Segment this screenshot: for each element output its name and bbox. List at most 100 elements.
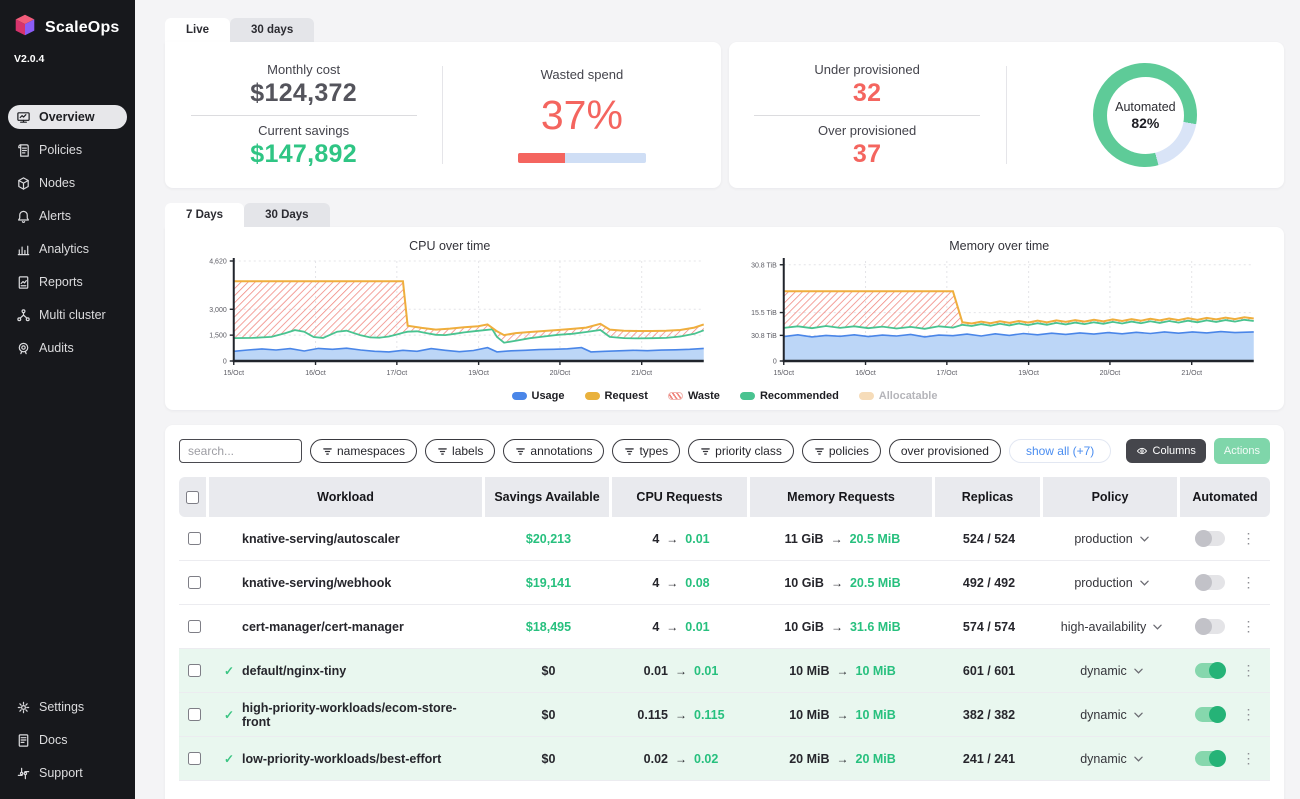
search-input[interactable]	[179, 439, 302, 463]
column-header-automated: Automated	[1180, 477, 1270, 517]
replicas-value: 241 / 241	[962, 751, 1016, 766]
legend-item-request[interactable]: Request	[584, 390, 648, 402]
settings-icon	[16, 700, 31, 715]
alerts-icon	[16, 209, 31, 224]
sidebar: ScaleOps V2.0.4 Overview Policies Nodes Ale…	[0, 0, 135, 799]
legend-item-usage[interactable]: Usage	[511, 390, 565, 402]
row-checkbox[interactable]	[187, 752, 201, 765]
summary-tab-live[interactable]: Live	[165, 18, 231, 42]
show-all-filters-button[interactable]: show all (+7)	[1008, 439, 1112, 463]
filter-chip-label: annotations	[530, 444, 593, 458]
workload-name: high-priority-workloads/ecom-store-front	[242, 700, 457, 729]
over-provisioned-label: Over provisioned	[817, 122, 917, 138]
cpu-chart: CPU over time 0 1,500 3,000 4,620 15/Oct 16/O…	[175, 239, 725, 387]
automated-toggle[interactable]	[1194, 530, 1225, 547]
arrow-right-icon: →	[830, 531, 843, 546]
sidebar-item-multi-cluster[interactable]: Multi cluster	[8, 303, 127, 327]
policy-dropdown[interactable]: dynamic	[1043, 664, 1180, 678]
columns-button[interactable]: Columns	[1125, 439, 1206, 463]
policy-dropdown[interactable]: production	[1043, 576, 1180, 590]
policy-dropdown[interactable]: high-availability	[1043, 620, 1180, 634]
cost-card: Monthly cost $124,372 Current savings $1…	[165, 42, 721, 188]
monthly-cost-value: $124,372	[250, 78, 357, 107]
cpu-request-recommended: 0.02	[694, 751, 719, 766]
sidebar-item-label: Analytics	[39, 242, 90, 256]
sidebar-item-overview[interactable]: Overview	[8, 105, 127, 129]
sidebar-item-support[interactable]: Support	[8, 761, 127, 785]
memory-chart-plot: 0 30.8 TiB 15.5 TiB 30.8 TiB 15/Oct 16/Oct 17/…	[751, 258, 1254, 377]
sidebar-item-analytics[interactable]: Analytics	[8, 237, 127, 261]
select-all-checkbox[interactable]	[186, 490, 199, 504]
nodes-icon	[16, 176, 31, 191]
filter-chip-policies[interactable]: policies	[801, 439, 881, 463]
memory-chart: Memory over time 0 30.8 TiB 15.5 TiB 30.8 T…	[725, 239, 1275, 387]
sidebar-item-settings[interactable]: Settings	[8, 695, 127, 719]
workload-name: knative-serving/webhook	[242, 575, 392, 590]
sidebar-item-label: Policies	[39, 143, 83, 157]
policy-dropdown[interactable]: production	[1043, 532, 1180, 546]
filter-chip-types[interactable]: types	[612, 439, 681, 463]
table-row[interactable]: ✓ default/nginx-tiny $0 0.01 → 0.01 10 MiB → 10 …	[179, 649, 1270, 693]
memory-request-recommended: 10 MiB	[855, 707, 896, 722]
table-row[interactable]: ✓ high-priority-workloads/ecom-store-fron…	[179, 693, 1270, 737]
sidebar-item-docs[interactable]: Docs	[8, 728, 127, 752]
sidebar-item-policies[interactable]: Policies	[8, 138, 127, 162]
sidebar-item-alerts[interactable]: Alerts	[8, 204, 127, 228]
automated-toggle[interactable]	[1194, 662, 1226, 679]
row-checkbox[interactable]	[187, 576, 201, 589]
svg-text:17/Oct: 17/Oct	[936, 370, 957, 377]
svg-text:30.8 TiB: 30.8 TiB	[751, 262, 777, 269]
cpu-request-current: 4	[652, 575, 660, 590]
legend-label: Usage	[531, 390, 565, 402]
kebab-menu-icon[interactable]: ⋮	[1241, 530, 1256, 546]
filter-chip-priority-class[interactable]: priority class	[688, 439, 794, 463]
legend-swatch	[858, 392, 874, 400]
table-row[interactable]: ✓cert-manager/cert-manager$18,4954→0.011…	[179, 605, 1270, 649]
version-label: V2.0.4	[14, 53, 45, 65]
automated-toggle[interactable]	[1194, 574, 1225, 591]
kebab-menu-icon[interactable]: ⋮	[1241, 574, 1256, 590]
policy-dropdown[interactable]: dynamic	[1043, 752, 1180, 766]
row-checkbox[interactable]	[187, 620, 201, 633]
kebab-menu-icon[interactable]: ⋮	[1241, 618, 1256, 634]
sidebar-item-reports[interactable]: Reports	[8, 270, 127, 294]
row-checkbox[interactable]	[187, 708, 201, 721]
policy-dropdown[interactable]: dynamic	[1043, 708, 1180, 722]
filter-chip-label: policies	[828, 444, 869, 458]
table-row[interactable]: ✓knative-serving/autoscaler$20,2134→0.01…	[179, 517, 1270, 561]
actions-button[interactable]: Actions	[1213, 438, 1270, 464]
filter-chip-over-provisioned[interactable]: over provisioned	[888, 439, 1001, 463]
sidebar-item-nodes[interactable]: Nodes	[8, 171, 127, 195]
monthly-cost-label: Monthly cost	[267, 61, 341, 77]
summary-tab-30-days[interactable]: 30 days	[230, 18, 315, 42]
legend-item-waste[interactable]: Waste	[667, 390, 720, 402]
legend-item-allocatable[interactable]: Allocatable	[858, 390, 937, 402]
table-row[interactable]: ✓knative-serving/webhook$19,1414→0.0810 …	[179, 561, 1270, 605]
row-checkbox[interactable]	[187, 664, 201, 677]
filter-chip-annotations[interactable]: annotations	[503, 439, 605, 463]
charts-tab-7-days[interactable]: 7 Days	[165, 203, 245, 227]
filter-chip-labels[interactable]: labels	[425, 439, 496, 463]
svg-text:19/Oct: 19/Oct	[468, 370, 489, 377]
column-header-policy: Policy	[1043, 477, 1180, 517]
replicas-value: 382 / 382	[962, 707, 1016, 722]
kebab-menu-icon[interactable]: ⋮	[1241, 750, 1256, 766]
legend-item-recommended[interactable]: Recommended	[739, 390, 839, 402]
sidebar-item-audits[interactable]: Audits	[8, 336, 127, 360]
charts-tab-30-days[interactable]: 30 Days	[244, 203, 330, 227]
automated-toggle[interactable]	[1194, 706, 1226, 723]
sidebar-item-label: Overview	[39, 110, 95, 124]
sidebar-item-label: Alerts	[39, 209, 71, 223]
column-header-cpu-requests: CPU Requests	[612, 477, 750, 517]
filter-chip-namespaces[interactable]: namespaces	[310, 439, 418, 463]
cpu-request-recommended: 0.01	[694, 663, 719, 678]
table-row[interactable]: ✓ low-priority-workloads/best-effort $0 0.0…	[179, 737, 1270, 781]
savings-value: $20,213	[525, 531, 572, 546]
kebab-menu-icon[interactable]: ⋮	[1241, 706, 1256, 722]
multicluster-icon	[16, 308, 31, 323]
automated-toggle[interactable]	[1194, 618, 1225, 635]
arrow-right-icon: →	[836, 663, 849, 678]
automated-toggle[interactable]	[1194, 750, 1226, 767]
kebab-menu-icon[interactable]: ⋮	[1241, 662, 1256, 678]
row-checkbox[interactable]	[187, 532, 201, 545]
